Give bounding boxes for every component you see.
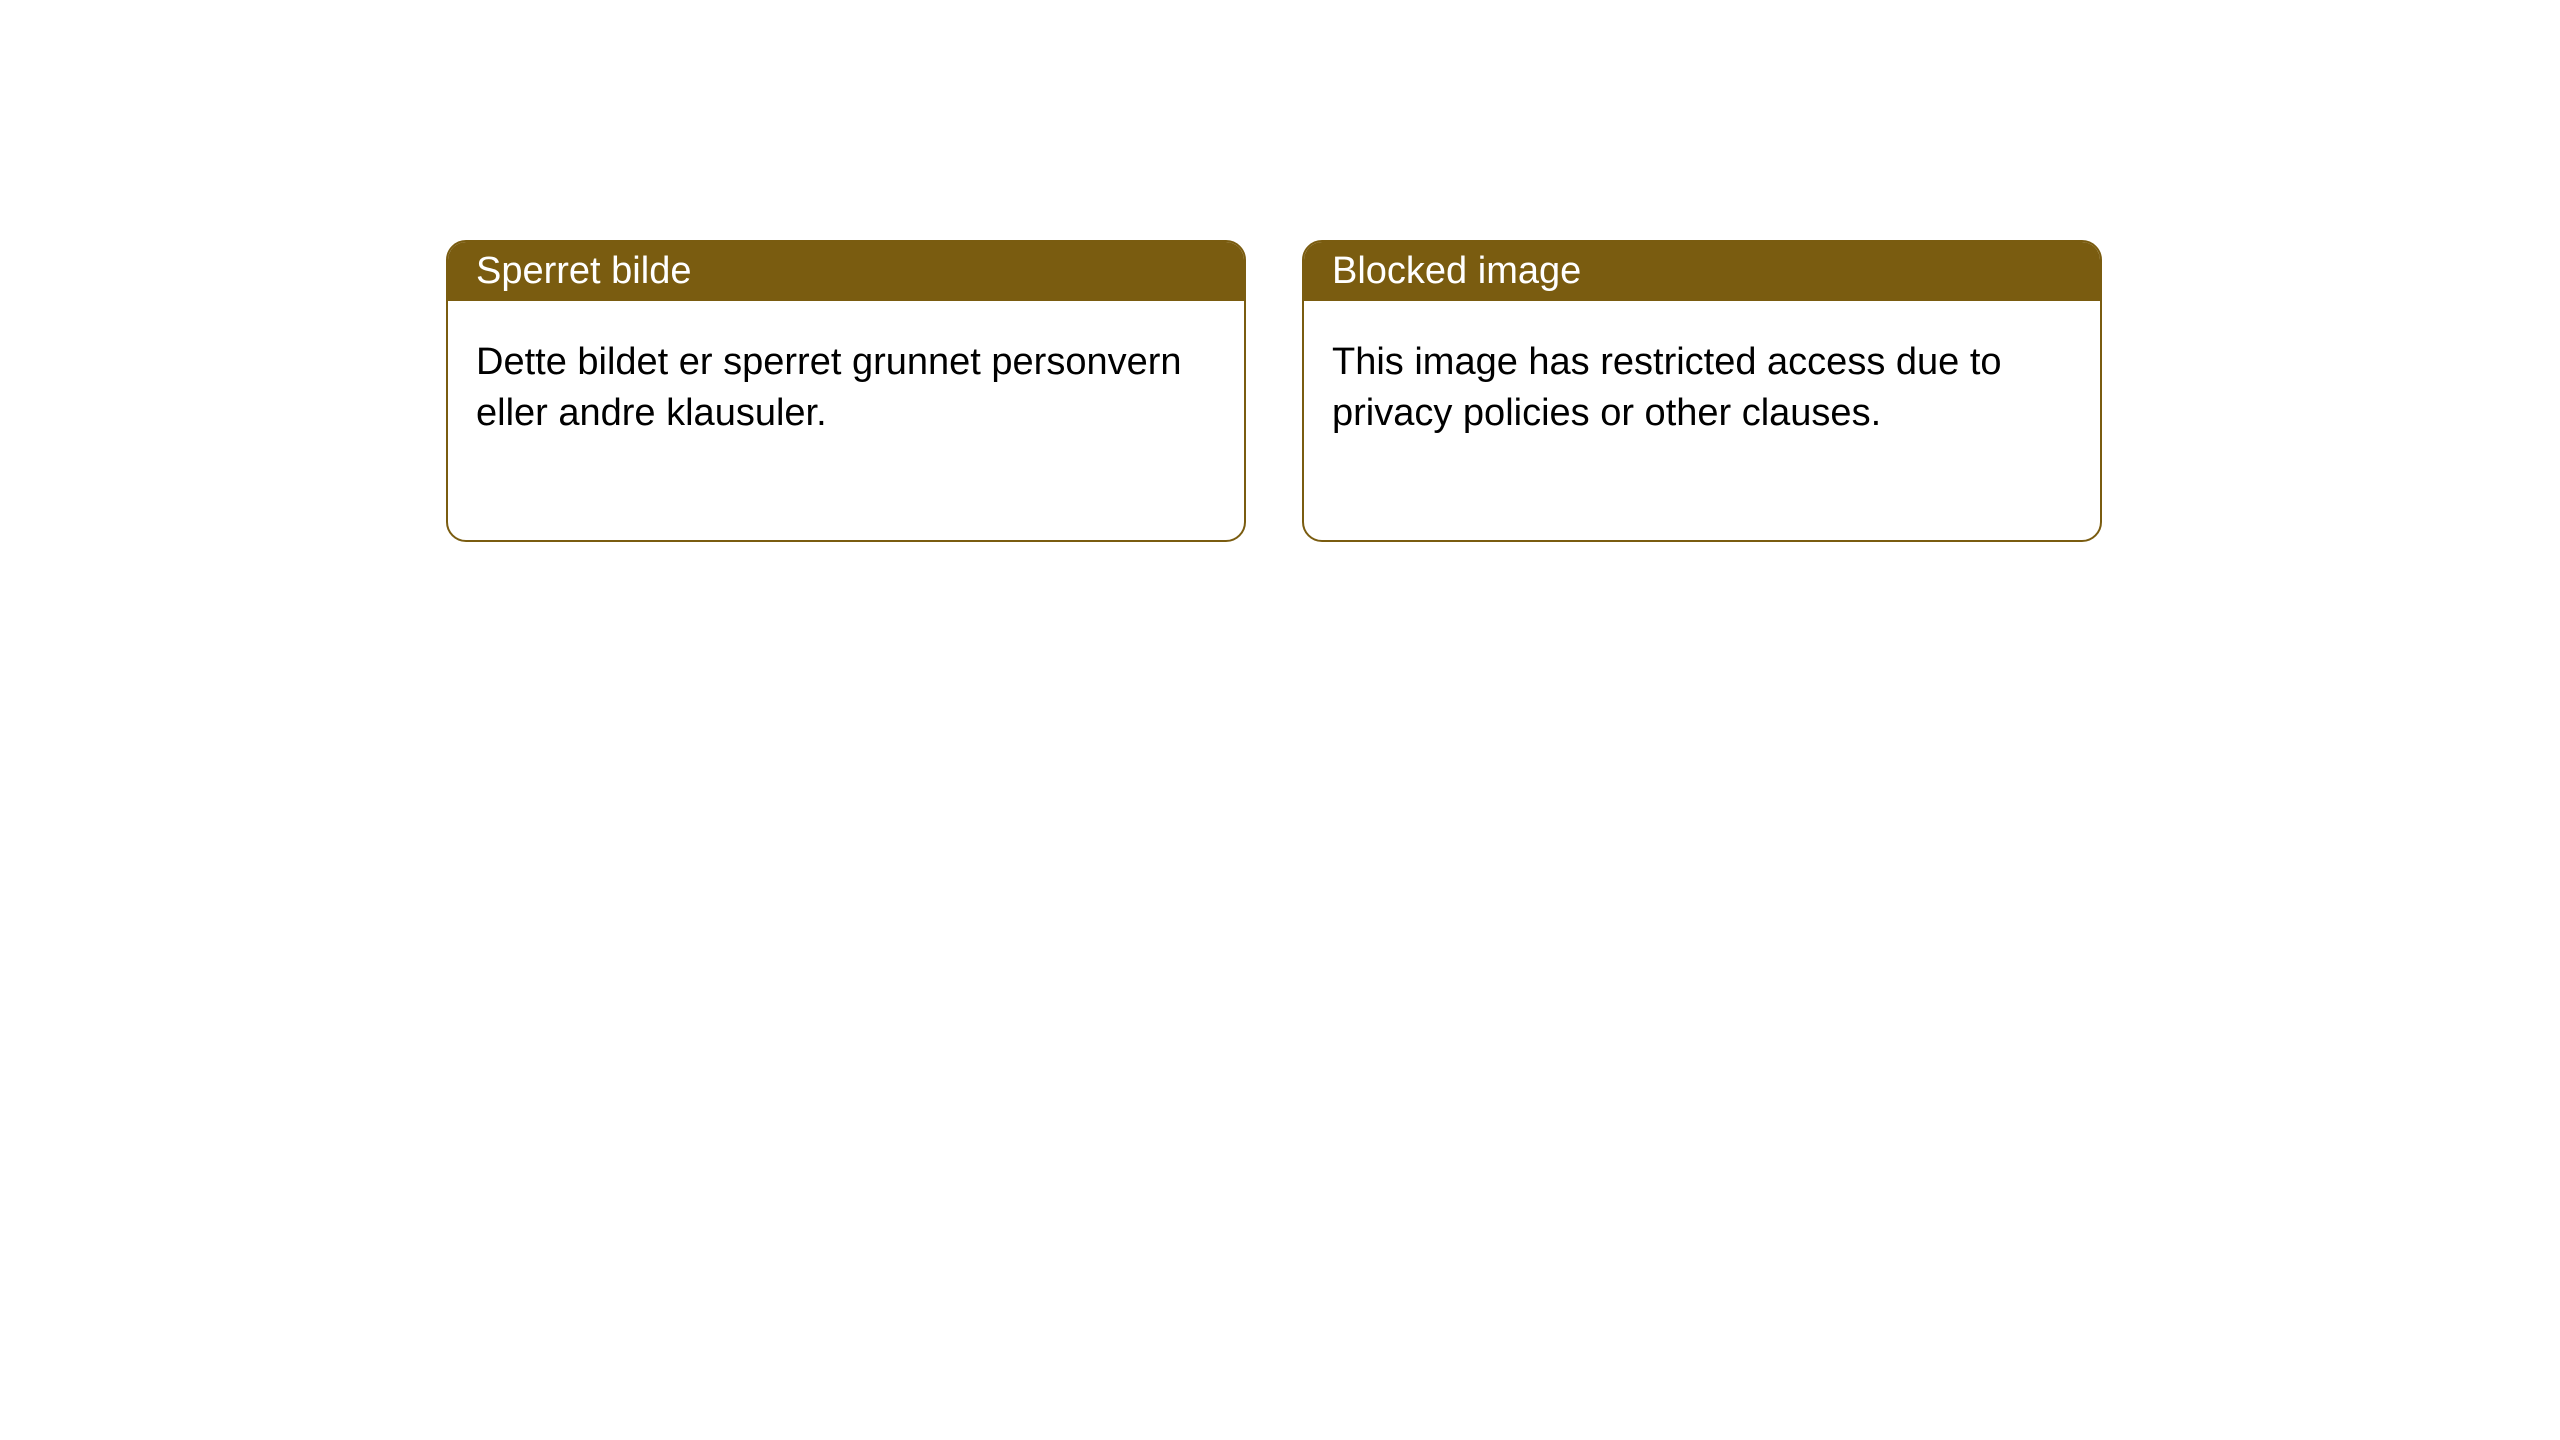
notice-card-english: Blocked image This image has restricted … bbox=[1302, 240, 2102, 542]
card-body-text: Dette bildet er sperret grunnet personve… bbox=[476, 341, 1182, 434]
notice-card-norwegian: Sperret bilde Dette bildet er sperret gr… bbox=[446, 240, 1246, 542]
notice-container: Sperret bilde Dette bildet er sperret gr… bbox=[446, 240, 2102, 542]
card-body-text: This image has restricted access due to … bbox=[1332, 341, 2002, 434]
card-body: Dette bildet er sperret grunnet personve… bbox=[448, 301, 1244, 540]
card-header: Blocked image bbox=[1304, 242, 2100, 301]
card-title: Blocked image bbox=[1332, 250, 1581, 292]
card-title: Sperret bilde bbox=[476, 250, 691, 292]
card-body: This image has restricted access due to … bbox=[1304, 301, 2100, 540]
card-header: Sperret bilde bbox=[448, 242, 1244, 301]
